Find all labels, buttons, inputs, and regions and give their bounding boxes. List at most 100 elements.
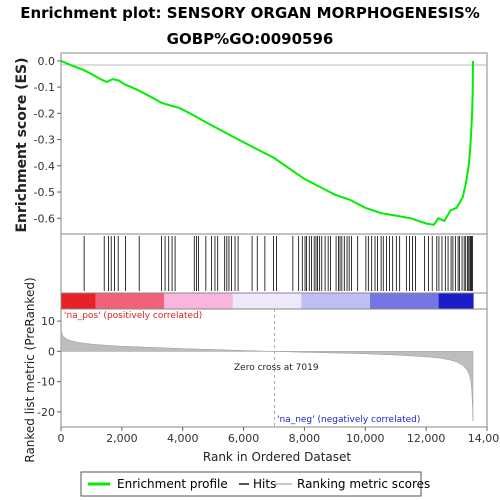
ranked-list-y-axis-label: Ranked list metric (PreRanked) (23, 277, 37, 462)
legend: Enrichment profile Hits Ranking metric sco… (88, 477, 430, 491)
x-tick-label: 0 (58, 432, 65, 445)
es-panel (60, 52, 488, 235)
zero-cross-label: Zero cross at 7019 (234, 363, 319, 373)
color-bar-segment (61, 293, 69, 309)
es-y-tick-label: -0.2 (34, 107, 55, 120)
color-bar-segment (150, 293, 158, 309)
color-bar-segment (115, 293, 124, 309)
color-bar-segment (95, 293, 103, 309)
x-axis-label: Rank in Ordered Dataset (203, 450, 351, 464)
legend-metric-label: Ranking metric scores (297, 477, 430, 491)
color-bar-segment (466, 293, 474, 309)
color-bar-segment (129, 293, 138, 309)
x-tick-label: 14,000 (468, 432, 500, 445)
es-y-axis-label: Enrichment score (ES) (14, 57, 30, 232)
color-bar-segment (459, 293, 467, 309)
ranked-list-y-tick-label: 10 (41, 315, 55, 328)
legend-profile-label: Enrichment profile (117, 477, 228, 491)
color-bar-segment (218, 293, 227, 309)
color-bar-segment (253, 293, 261, 309)
color-bar-segment (335, 293, 344, 309)
x-tick-label: 6,000 (228, 432, 260, 445)
ranked-list-y-tick-label: 0 (48, 345, 55, 358)
color-bar-segment (246, 293, 254, 309)
ranked-list-y-tick-label: -20 (37, 406, 55, 419)
color-bar-segment (273, 293, 282, 309)
es-y-tick-label: -0.4 (34, 160, 55, 173)
ranking-metric-area (60, 328, 474, 421)
color-bar-segment (411, 293, 419, 309)
hits-panel (60, 233, 488, 294)
color-bar-segment (205, 293, 213, 309)
es-y-tick-label: -0.3 (34, 134, 55, 147)
color-bar-segment (177, 293, 186, 309)
color-bar-segment (342, 293, 351, 309)
es-y-axis: 0.0 -0.1 -0.2 -0.3 -0.4 -0.5 -0.6 (34, 55, 61, 225)
positive-correlation-label: 'na_pos' (positively correlated) (64, 311, 202, 321)
color-bar-segment (301, 293, 309, 309)
chart-title-line1: Enrichment plot: SENSORY ORGAN MORPHOGEN… (20, 4, 480, 22)
ranked-list-y-axis: 10 0 -10 -20 (37, 315, 61, 419)
color-bar-segment (109, 293, 117, 309)
x-tick-label: 2,000 (106, 432, 138, 445)
ranked-list-panel (60, 308, 488, 428)
color-bar-segment (136, 293, 145, 309)
color-bar-segment (376, 293, 385, 309)
es-y-tick-label: 0.0 (38, 55, 56, 68)
color-bar-segment (170, 293, 179, 309)
color-bar-segment (383, 293, 392, 309)
color-bar-segment (88, 293, 96, 309)
color-bar-segment (157, 293, 165, 309)
x-tick-label: 12,000 (407, 432, 446, 445)
color-bar-segment (397, 293, 405, 309)
color-bar-segment (431, 293, 440, 309)
color-bar-segment (198, 293, 206, 309)
color-bar-segment (67, 293, 76, 309)
color-bar-segment (356, 293, 364, 309)
legend-box (80, 471, 422, 497)
es-y-tick-label: -0.5 (34, 186, 55, 199)
legend-hits-label: Hits (253, 477, 276, 491)
color-bar-segment (445, 293, 454, 309)
color-bar-segment (102, 293, 110, 309)
x-tick-label: 4,000 (167, 432, 199, 445)
color-bar-segment (191, 293, 199, 309)
chart-title-line2: GOBP%GO:0090596 (167, 30, 334, 48)
enrichment-profile-line (60, 59, 474, 226)
color-bar-segment (370, 293, 378, 309)
color-bar-segment (390, 293, 399, 309)
color-bar-segment (260, 293, 268, 309)
es-y-tick-label: -0.1 (34, 81, 55, 94)
color-bar-segment (315, 293, 323, 309)
color-bar-segment (438, 293, 447, 309)
color-bar-segment (164, 293, 172, 309)
color-bar-segment (267, 293, 275, 309)
color-bar-segment (404, 293, 412, 309)
color-bar-segment (418, 293, 426, 309)
color-bar-segment (239, 293, 248, 309)
x-tick-label: 8,000 (289, 432, 321, 445)
color-bar-segment (321, 293, 330, 309)
ranked-list-y-tick-label: -10 (37, 376, 55, 389)
color-bar-segment (225, 293, 234, 309)
color-bar-segment (308, 293, 316, 309)
x-tick-label: 10,000 (346, 432, 385, 445)
color-bar-segment (74, 293, 83, 309)
color-bar-segment (184, 293, 193, 309)
color-bar-segment (287, 293, 296, 309)
color-bar-segment (143, 293, 151, 309)
color-bar-segment (232, 293, 241, 309)
x-axis: 0 2,000 4,000 6,000 8,000 10,000 12,000 14,000 (58, 427, 500, 445)
color-bar-segment (349, 293, 357, 309)
color-bar-segment (424, 293, 433, 309)
color-bar-segment (212, 293, 220, 309)
color-bar-segment (122, 293, 131, 309)
color-bar-segment (452, 293, 460, 309)
hits-marks (83, 236, 473, 291)
color-bar-segment (328, 293, 337, 309)
rank-color-bar (61, 293, 474, 309)
es-y-tick-label: -0.6 (34, 212, 55, 225)
color-bar-segment (280, 293, 289, 309)
negative-correlation-label: 'na_neg' (negatively correlated) (277, 415, 420, 425)
